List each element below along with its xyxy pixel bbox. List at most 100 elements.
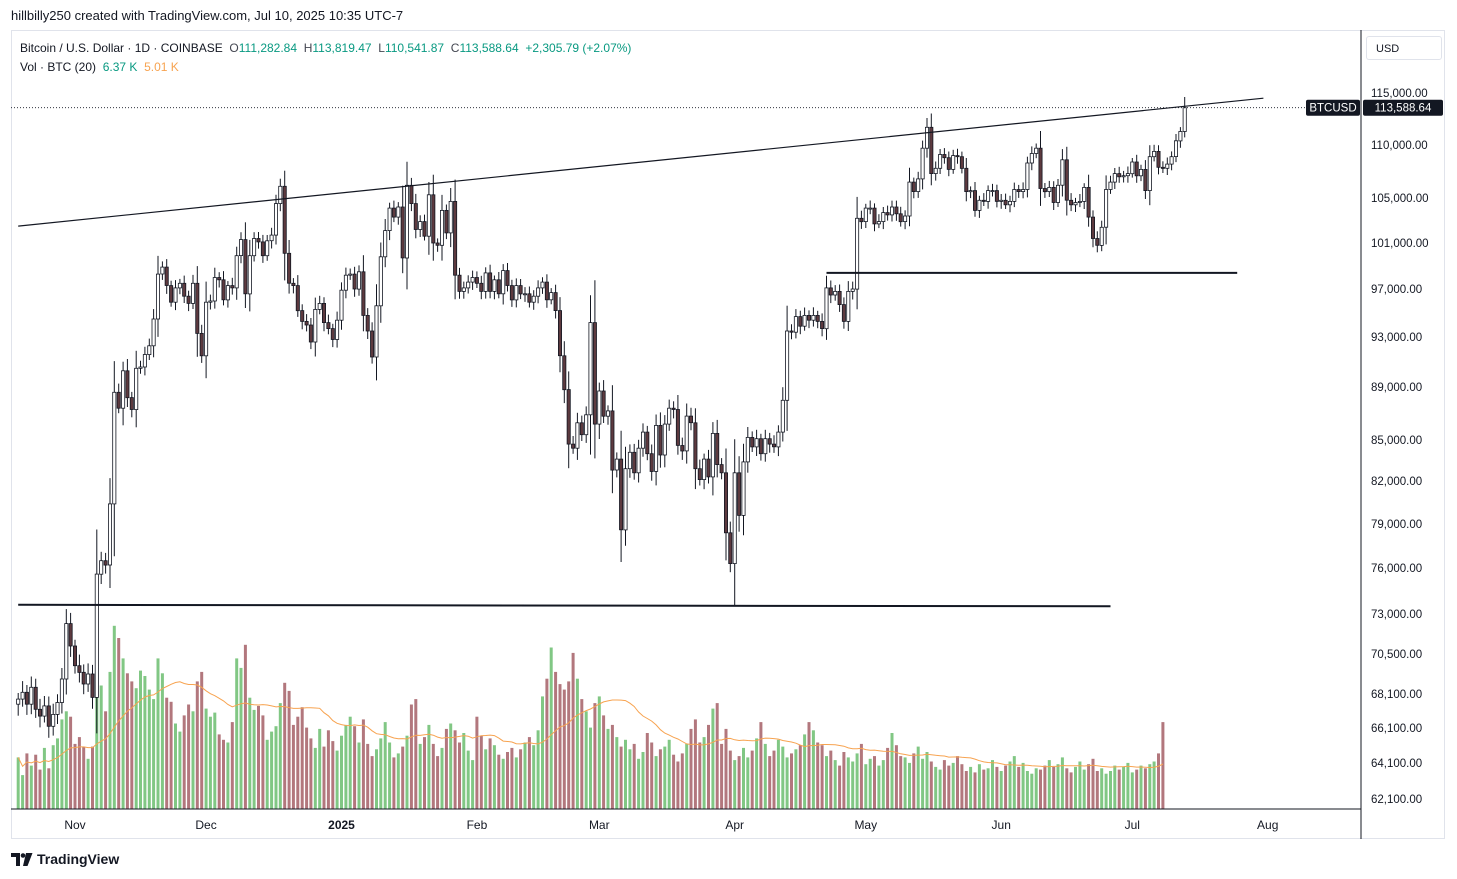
candle[interactable] [667, 399, 672, 431]
candle[interactable] [195, 266, 200, 357]
candle[interactable] [758, 433, 763, 461]
candle[interactable] [1139, 164, 1144, 182]
candle[interactable] [584, 406, 589, 443]
candle[interactable] [1108, 175, 1113, 194]
candle[interactable] [933, 161, 938, 181]
candle[interactable] [680, 437, 685, 460]
candle[interactable] [142, 346, 147, 376]
candle[interactable] [1016, 184, 1021, 198]
candle[interactable] [1038, 131, 1043, 206]
candle[interactable] [321, 297, 326, 332]
candle[interactable] [260, 234, 265, 263]
candle[interactable] [750, 431, 755, 452]
candle[interactable] [112, 361, 117, 557]
candle[interactable] [662, 415, 667, 468]
candle[interactable] [846, 281, 851, 331]
candle[interactable] [741, 443, 746, 536]
candle[interactable] [859, 210, 864, 229]
candle[interactable] [911, 177, 916, 199]
candle[interactable] [597, 382, 602, 439]
candle[interactable] [278, 178, 283, 212]
candle[interactable] [1064, 146, 1069, 216]
candle[interactable] [562, 341, 567, 404]
candle[interactable] [33, 678, 38, 718]
candle[interactable] [247, 239, 252, 312]
candle[interactable] [1117, 166, 1122, 183]
candle[interactable] [916, 171, 921, 198]
candle[interactable] [942, 148, 947, 164]
candle[interactable] [968, 186, 973, 199]
candle[interactable] [824, 275, 829, 340]
candle[interactable] [1082, 183, 1087, 209]
candle[interactable] [837, 284, 842, 312]
candle[interactable] [802, 307, 807, 331]
candle[interactable] [1069, 193, 1074, 212]
candle[interactable] [374, 284, 379, 381]
candle[interactable] [1125, 166, 1130, 183]
candle[interactable] [994, 184, 999, 208]
candle[interactable] [55, 694, 60, 724]
candle[interactable] [230, 277, 235, 295]
candle[interactable] [343, 267, 348, 299]
candle[interactable] [697, 459, 702, 486]
candle[interactable] [907, 167, 912, 227]
candle[interactable] [732, 439, 737, 605]
candle[interactable] [575, 412, 580, 460]
candle[interactable] [291, 278, 296, 294]
candle[interactable] [448, 188, 453, 248]
candle[interactable] [134, 350, 139, 428]
currency-scale-button[interactable]: USD [1366, 36, 1442, 60]
candle[interactable] [724, 448, 729, 561]
candle[interactable] [155, 255, 160, 337]
candle[interactable] [1047, 180, 1052, 197]
candle[interactable] [1029, 146, 1034, 171]
candle[interactable] [413, 193, 418, 239]
candle[interactable] [850, 281, 855, 300]
candle[interactable] [793, 309, 798, 339]
candle[interactable] [964, 158, 969, 202]
candle[interactable] [1147, 145, 1152, 206]
candle[interactable] [435, 238, 440, 252]
candle[interactable] [177, 278, 182, 295]
candle[interactable] [64, 609, 69, 695]
candle[interactable] [108, 478, 113, 588]
volume-label[interactable]: Vol · BTC (20) [20, 60, 97, 74]
candle[interactable] [1012, 182, 1017, 208]
candle[interactable] [767, 432, 772, 453]
candle[interactable] [199, 324, 204, 363]
candle[interactable] [614, 452, 619, 478]
candle[interactable] [439, 194, 444, 261]
candle[interactable] [955, 148, 960, 164]
candle[interactable] [457, 267, 462, 299]
candle[interactable] [798, 310, 803, 335]
candle[interactable] [820, 313, 825, 337]
candle[interactable] [234, 246, 239, 300]
candle[interactable] [1056, 179, 1061, 207]
candle[interactable] [59, 668, 64, 714]
candle[interactable] [693, 408, 698, 490]
candle[interactable] [1130, 158, 1135, 178]
candle[interactable] [863, 203, 868, 228]
candle[interactable] [1174, 134, 1179, 163]
candle[interactable] [29, 676, 34, 715]
candle[interactable] [654, 414, 659, 486]
candle[interactable] [317, 295, 322, 315]
candle[interactable] [488, 264, 493, 299]
candle[interactable] [710, 422, 715, 496]
candle[interactable] [610, 385, 615, 494]
candle[interactable] [1134, 154, 1139, 183]
candle[interactable] [1104, 175, 1109, 245]
candle[interactable] [121, 361, 126, 426]
candle[interactable] [370, 322, 375, 364]
candle[interactable] [571, 436, 576, 454]
candle[interactable] [754, 429, 759, 456]
candle[interactable] [780, 387, 785, 442]
candle[interactable] [509, 279, 514, 307]
candle[interactable] [361, 255, 366, 332]
candle[interactable] [116, 383, 121, 414]
candle[interactable] [86, 663, 91, 692]
candle[interactable] [496, 272, 501, 299]
candle[interactable] [94, 529, 99, 734]
candle[interactable] [1021, 182, 1026, 199]
candle[interactable] [99, 551, 104, 584]
